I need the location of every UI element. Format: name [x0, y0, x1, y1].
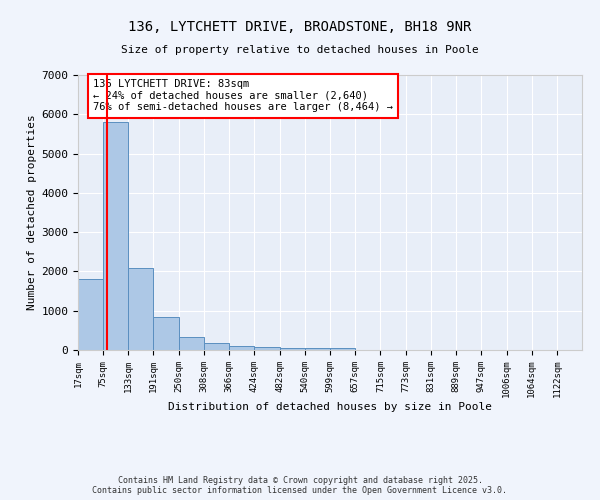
Bar: [254, 347, 280, 350]
Bar: [179, 338, 204, 350]
Bar: [103, 122, 128, 350]
Y-axis label: Number of detached properties: Number of detached properties: [27, 114, 37, 310]
Bar: [280, 348, 305, 350]
Text: Contains public sector information licensed under the Open Government Licence v3: Contains public sector information licen…: [92, 486, 508, 495]
Text: Contains HM Land Registry data © Crown copyright and database right 2025.: Contains HM Land Registry data © Crown c…: [118, 476, 482, 485]
Bar: [78, 280, 103, 350]
Bar: [330, 348, 355, 350]
Bar: [204, 343, 229, 350]
Text: 136 LYTCHETT DRIVE: 83sqm
← 24% of detached houses are smaller (2,640)
76% of se: 136 LYTCHETT DRIVE: 83sqm ← 24% of detac…: [93, 79, 393, 112]
Text: Size of property relative to detached houses in Poole: Size of property relative to detached ho…: [121, 45, 479, 55]
Bar: [305, 348, 330, 350]
Text: 136, LYTCHETT DRIVE, BROADSTONE, BH18 9NR: 136, LYTCHETT DRIVE, BROADSTONE, BH18 9N…: [128, 20, 472, 34]
Bar: [128, 268, 154, 350]
Bar: [154, 318, 179, 350]
X-axis label: Distribution of detached houses by size in Poole: Distribution of detached houses by size …: [168, 402, 492, 411]
Bar: [229, 346, 254, 350]
